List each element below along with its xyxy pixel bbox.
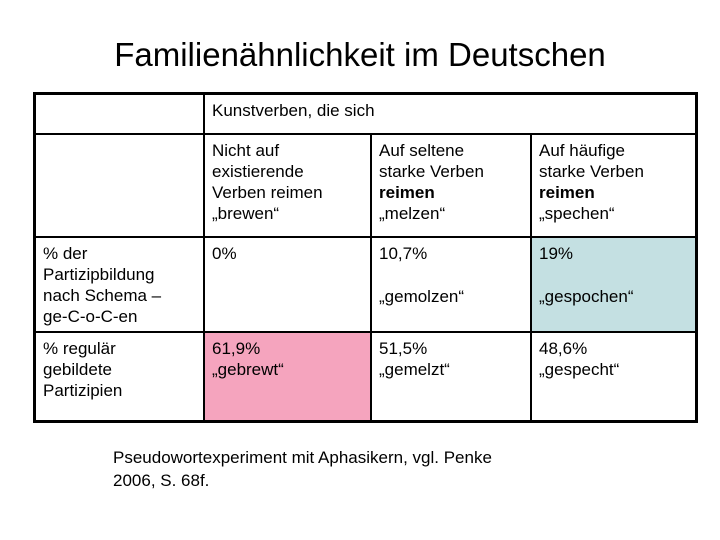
header-line: Auf seltene <box>379 141 465 160</box>
row-label-schema: % der Partizipbildung nach Schema – ge-C… <box>33 236 205 333</box>
cell-schema-frequent-highlighted: 19% „gespochen“ <box>530 236 698 333</box>
header-line: starke Verben <box>379 162 484 181</box>
pseudoword-result: „gemolzen“ <box>379 287 465 306</box>
table-row-schema-participle: % der Partizipbildung nach Schema – ge-C… <box>33 236 698 333</box>
header-pseudoword: „melzen“ <box>379 204 446 223</box>
cell-regular-nonexistent-highlighted: 61,9% „gebrewt“ <box>203 331 372 423</box>
header-line: Nicht auf <box>212 141 280 160</box>
empty-corner-cell <box>33 92 205 135</box>
percent-value: 10,7% <box>379 244 428 263</box>
percent-value: 19% <box>539 244 574 263</box>
col-header-frequent-strong-verbs: Auf häufige starke Verben reimen „speche… <box>530 133 698 238</box>
label-line: % regulär <box>43 339 116 358</box>
pseudoword-result: „gespochen“ <box>539 287 634 306</box>
cell-regular-rare: 51,5% „gemelzt“ <box>370 331 532 423</box>
cell-schema-rare: 10,7% „gemolzen“ <box>370 236 532 333</box>
label-line: % der <box>43 244 88 263</box>
label-line: gebildete <box>43 360 113 379</box>
header-pseudoword: „brewen“ <box>212 204 280 223</box>
label-line: Partizipbildung <box>43 265 155 284</box>
header-line: existierende <box>212 162 304 181</box>
pseudoword-result: „gemelzt“ <box>379 360 450 379</box>
pseudoword-result: „gespecht“ <box>539 360 620 379</box>
label-line: Partizipien <box>43 381 123 400</box>
table-row: Nicht auf existierende Verben reimen „br… <box>33 133 698 238</box>
source-note-line: 2006, S. 68f. <box>113 471 210 490</box>
source-note-line: Pseudowortexperiment mit Aphasikern, vgl… <box>113 448 492 467</box>
label-line: ge-C-o-C-en <box>43 307 138 326</box>
percent-value: 48,6% <box>539 339 588 358</box>
header-line-bold: reimen <box>539 183 595 202</box>
source-note: Pseudowortexperiment mit Aphasikern, vgl… <box>113 446 492 492</box>
results-table: Kunstverben, die sich Nicht auf existier… <box>33 92 698 423</box>
row-label-regular: % regulär gebildete Partizipien <box>33 331 205 423</box>
header-line: Auf häufige <box>539 141 626 160</box>
cell-regular-frequent: 48,6% „gespecht“ <box>530 331 698 423</box>
cell-schema-nonexistent: 0% <box>203 236 372 333</box>
percent-value: 0% <box>212 244 237 263</box>
slide-title: Familienähnlichkeit im Deutschen <box>114 36 606 73</box>
table-row-regular-participle: % regulär gebildete Partizipien 61,9% „g… <box>33 331 698 423</box>
percent-value: 51,5% <box>379 339 428 358</box>
empty-header-cell <box>33 133 205 238</box>
header-line: starke Verben <box>539 162 644 181</box>
table-row: Kunstverben, die sich <box>33 92 698 135</box>
header-pseudoword: „spechen“ <box>539 204 615 223</box>
col-header-nonexistent-verbs: Nicht auf existierende Verben reimen „br… <box>203 133 372 238</box>
top-header-cell: Kunstverben, die sich <box>203 92 698 135</box>
header-line-bold: reimen <box>379 183 435 202</box>
col-header-rare-strong-verbs: Auf seltene starke Verben reimen „melzen… <box>370 133 532 238</box>
label-line: nach Schema – <box>43 286 162 305</box>
header-line: Verben reimen <box>212 183 323 202</box>
percent-value: 61,9% <box>212 339 261 358</box>
pseudoword-result: „gebrewt“ <box>212 360 284 379</box>
